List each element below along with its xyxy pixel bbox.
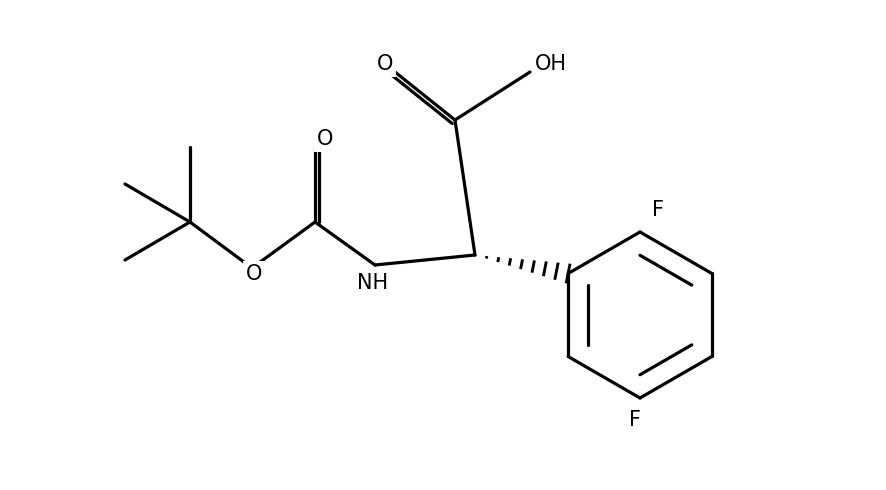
Text: O: O — [377, 54, 393, 74]
Text: OH: OH — [535, 54, 567, 74]
Text: NH: NH — [357, 273, 389, 293]
Text: O: O — [317, 129, 333, 149]
Text: F: F — [652, 200, 664, 220]
Text: F: F — [629, 410, 641, 430]
Text: O: O — [245, 264, 262, 284]
